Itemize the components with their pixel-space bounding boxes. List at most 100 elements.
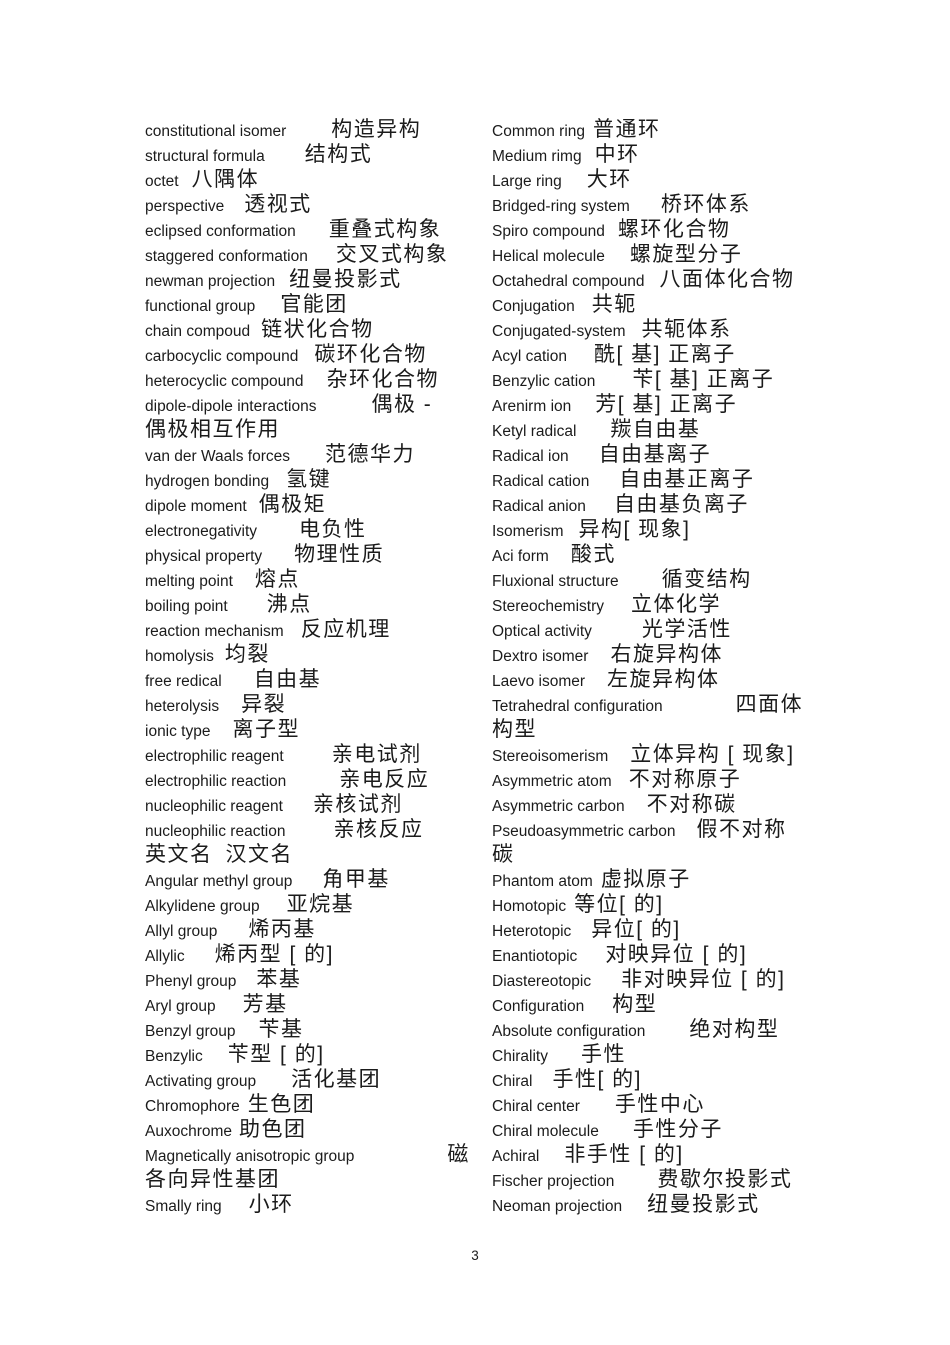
term-english: Aci form <box>492 548 549 565</box>
term-english: Neoman projection <box>492 1198 623 1215</box>
term-chinese: 沸点 <box>266 593 312 616</box>
term-chinese: 碳环化合物 <box>314 343 427 366</box>
glossary-entry: Magnetically anisotropic group 磁 <box>145 1142 468 1167</box>
term-english: Medium rimg <box>492 148 582 165</box>
glossary-entry: free redical 自由基 <box>145 667 465 692</box>
term-chinese: 右旋异构体 <box>610 643 723 666</box>
term-chinese: 桥环体系 <box>660 193 751 216</box>
glossary-entry: Configuration 构型 <box>492 992 812 1017</box>
glossary-entry: Chiral 手性[ 的] <box>492 1067 812 1092</box>
term-chinese: 酸式 <box>570 543 616 566</box>
term-english: electronegativity <box>145 523 258 540</box>
glossary-entry: dipole-dipole interactions 偶极 - <box>145 392 465 417</box>
glossary-entry: eclipsed conformation 重叠式构象 <box>145 217 465 242</box>
glossary-entry: staggered conformation 交叉式构象 <box>145 242 465 267</box>
term-english: chain compoud <box>145 323 251 340</box>
term-chinese: 异位[ 的] <box>591 918 681 941</box>
term-chinese: 异构[ 现象] <box>578 518 691 541</box>
term-chinese: 自由基负离子 <box>613 493 749 516</box>
term-chinese: 螺环化合物 <box>617 218 731 241</box>
term-chinese: 结构式 <box>304 143 373 166</box>
glossary-entry: newman projection 纽曼投影式 <box>145 267 465 292</box>
glossary-column-left: constitutional isomer 构造异构 structural form… <box>145 117 468 1217</box>
glossary-entry: Isomerism 异构[ 现象] <box>492 517 812 542</box>
term-chinese: 对映异位 [ 的] <box>605 943 748 966</box>
term-english: homolysis <box>145 648 214 665</box>
term-english: Radical cation <box>492 473 590 490</box>
term-chinese: 离子型 <box>232 718 300 741</box>
term-chinese: 不对称碳 <box>646 793 737 816</box>
term-chinese: 氢键 <box>286 468 332 491</box>
term-chinese: 苄型 [ 的] <box>227 1043 325 1066</box>
term-chinese: 范德华力 <box>325 443 416 466</box>
term-english: Achiral <box>492 1148 540 1165</box>
glossary-entry: Radical anion 自由基负离子 <box>492 492 812 517</box>
term-english: nucleophilic reagent <box>145 798 283 815</box>
term-chinese: 立体化学 <box>630 593 721 616</box>
term-chinese: 亚烷基 <box>286 893 355 916</box>
term-english: Phenyl group <box>145 973 237 990</box>
glossary-entry: Absolute configuration 绝对构型 <box>492 1017 812 1042</box>
term-english: Magnetically anisotropic group <box>145 1148 355 1165</box>
term-english: Phantom atom <box>492 873 593 890</box>
glossary-entry: Auxochrome 助色团 <box>145 1117 465 1142</box>
term-chinese: 苄[ 基] 正离子 <box>632 368 775 391</box>
glossary-entry: Angular methyl group 角甲基 <box>145 867 465 892</box>
glossary-entry: Chirality 手性 <box>492 1042 812 1067</box>
term-chinese: 费歇尔投影式 <box>657 1168 793 1191</box>
term-chinese: 立体异构 [ 现象] <box>630 743 795 766</box>
glossary-entry: electronegativity 电负性 <box>145 517 465 542</box>
term-english: staggered conformation <box>145 248 308 265</box>
term-english: Asymmetric carbon <box>492 798 625 815</box>
term-chinese: 绝对构型 <box>689 1018 780 1041</box>
term-chinese: 纽曼投影式 <box>289 268 402 291</box>
glossary-entry: Alkylidene group 亚烷基 <box>145 892 465 917</box>
term-chinese: 循变结构 <box>661 568 752 591</box>
glossary-entry: Octahedral compound 八面体化合物 <box>492 267 812 292</box>
glossary-entry: Stereochemistry 立体化学 <box>492 592 812 617</box>
glossary-entry: Conjugation 共轭 <box>492 292 812 317</box>
term-chinese: 生色团 <box>247 1093 316 1116</box>
term-english: Benzylic cation <box>492 373 596 390</box>
glossary-entry: Conjugated-system 共轭体系 <box>492 317 812 342</box>
term-english: Tetrahedral configuration <box>492 698 663 715</box>
glossary-entry: Large ring 大环 <box>492 167 812 192</box>
term-chinese: 芳基 <box>242 993 288 1016</box>
term-chinese: 烯丙型 [ 的] <box>214 943 334 966</box>
glossary-entry: Enantiotopic 对映异位 [ 的] <box>492 942 812 967</box>
term-english: structural formula <box>145 148 265 165</box>
term-english: Arenirm ion <box>492 398 572 415</box>
term-chinese: 助色团 <box>239 1118 307 1141</box>
glossary-entry: electrophilic reaction 亲电反应 <box>145 767 465 792</box>
term-english: Benzylic <box>145 1048 203 1065</box>
term-chinese: 等位[ 的] <box>574 893 664 916</box>
term-english: Large ring <box>492 173 562 190</box>
term-english: nucleophilic reaction <box>145 823 286 840</box>
term-english: Smally ring <box>145 1198 222 1215</box>
term-english: hydrogen bonding <box>145 473 270 490</box>
glossary-entry: dipole moment 偶极矩 <box>145 492 465 517</box>
term-chinese: 熔点 <box>254 568 300 591</box>
term-english: Angular methyl group <box>145 873 293 890</box>
term-chinese: 自由基正离子 <box>619 468 755 491</box>
term-english: Allylic <box>145 948 185 965</box>
term-chinese: 亲电试剂 <box>331 743 422 766</box>
term-english: Auxochrome <box>145 1123 233 1140</box>
term-english: Configuration <box>492 998 585 1015</box>
glossary-entry: electrophilic reagent 亲电试剂 <box>145 742 465 767</box>
term-english: electrophilic reagent <box>145 748 284 765</box>
term-chinese: 非对映异位 [ 的] <box>621 968 786 991</box>
glossary-entry: Benzylic 苄型 [ 的] <box>145 1042 465 1067</box>
glossary-entry: reaction mechanism 反应机理 <box>145 617 465 642</box>
term-english: physical property <box>145 548 263 565</box>
glossary-entry: Common ring 普通环 <box>492 117 812 142</box>
term-english: eclipsed conformation <box>145 223 296 240</box>
glossary-entry: physical property 物理性质 <box>145 542 465 567</box>
term-english: newman projection <box>145 273 276 290</box>
term-chinese: 构造异构 <box>331 118 422 141</box>
term-chinese: 磁 <box>447 1143 470 1166</box>
term-chinese: 物理性质 <box>294 543 385 566</box>
term-english: Stereochemistry <box>492 598 604 615</box>
term-chinese: 四面体 <box>735 693 804 716</box>
glossary-entry: melting point 熔点 <box>145 567 465 592</box>
